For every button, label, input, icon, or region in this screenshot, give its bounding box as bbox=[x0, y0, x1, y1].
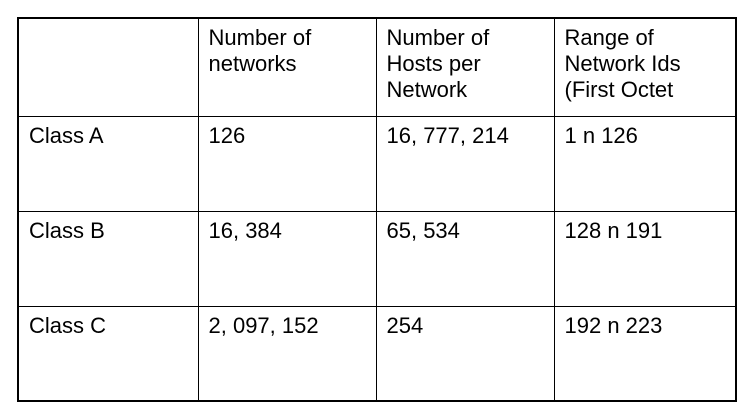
range-cell: 192 n 223 bbox=[553, 305, 737, 402]
header-range-cell: Range of Network Ids (First Octet bbox=[553, 17, 737, 117]
class-cell: Class A bbox=[17, 115, 199, 212]
class-cell: Class C bbox=[17, 305, 199, 402]
header-text: networks bbox=[208, 51, 297, 76]
header-networks-cell: Number of networks bbox=[197, 17, 377, 117]
networks-cell: 2, 097, 152 bbox=[197, 305, 377, 402]
header-empty-cell bbox=[17, 17, 199, 117]
hosts-cell: 65, 534 bbox=[375, 210, 555, 307]
header-row: Number of networks Number of Hosts per N… bbox=[17, 17, 737, 117]
header-text: Network Ids bbox=[564, 51, 681, 76]
table-row-class-b: Class B 16, 384 65, 534 128 n 191 bbox=[17, 210, 737, 307]
range-cell: 1 n 126 bbox=[553, 115, 737, 212]
table-row-class-a: Class A 126 16, 777, 214 1 n 126 bbox=[17, 115, 737, 212]
hosts-cell: 16, 777, 214 bbox=[375, 115, 555, 212]
header-text: Range of bbox=[564, 25, 654, 50]
networks-cell: 126 bbox=[197, 115, 377, 212]
table-row-class-c: Class C 2, 097, 152 254 192 n 223 bbox=[17, 305, 737, 402]
header-text: Network bbox=[386, 77, 468, 102]
ip-class-table: Number of networks Number of Hosts per N… bbox=[17, 17, 737, 402]
hosts-cell: 254 bbox=[375, 305, 555, 402]
header-text: Number of bbox=[386, 25, 490, 50]
class-cell: Class B bbox=[17, 210, 199, 307]
range-cell: 128 n 191 bbox=[553, 210, 737, 307]
networks-cell: 16, 384 bbox=[197, 210, 377, 307]
header-hosts-cell: Number of Hosts per Network bbox=[375, 17, 555, 117]
header-text: Number of bbox=[208, 25, 312, 50]
header-text: (First Octet bbox=[564, 77, 674, 102]
header-text: Hosts per bbox=[386, 51, 481, 76]
